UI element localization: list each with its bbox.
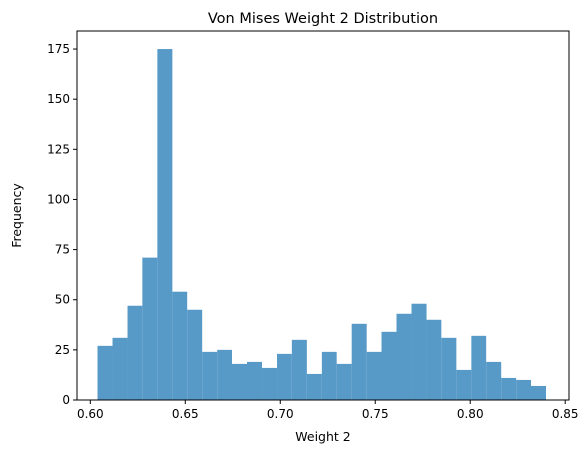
histogram-bar [381,331,397,400]
x-axis-label: Weight 2 [295,429,350,444]
histogram-bar [441,337,457,400]
chart-title: Von Mises Weight 2 Distribution [208,11,438,27]
y-axis-label: Frequency [9,183,24,248]
histogram-bar [306,373,322,400]
histogram-bar [426,319,442,400]
histogram-bars [97,49,547,400]
y-tick-label: 0 [62,393,70,407]
histogram-bar [217,349,233,400]
histogram-bar [112,337,128,400]
plot-frame [76,30,570,401]
histogram-bar [456,369,472,400]
y-tick-label: 150 [47,92,70,106]
histogram-bar [471,335,487,400]
x-tick-label: 0.80 [457,407,484,421]
histogram-bar [531,385,547,400]
histogram-bar [396,313,412,400]
y-tick-label: 175 [47,42,70,56]
histogram-bar [187,309,203,400]
histogram-bar [321,351,337,400]
histogram-bar [97,345,113,400]
histogram-bar [336,363,352,400]
y-tick-label: 25 [55,343,70,357]
histogram-bar [351,323,367,400]
histogram-bar [142,257,158,400]
histogram-bar [232,363,248,400]
y-axis-ticks: 0 25 50 75 100 125 150 175 [47,42,77,407]
histogram-bar [501,377,517,400]
histogram-bar [277,353,292,400]
x-axis-ticks: 0.60 0.65 0.70 0.75 0.80 0.85 [77,400,579,421]
histogram-bar [411,303,427,400]
y-tick-label: 125 [47,142,70,156]
histogram-bar [247,361,263,400]
histogram-bar [127,305,143,400]
x-tick-label: 0.65 [172,407,199,421]
histogram-bar [516,379,532,400]
x-tick-label: 0.85 [552,407,579,421]
y-tick-label: 75 [55,243,70,257]
histogram-bar [366,351,382,400]
histogram-bar [172,291,188,400]
histogram-bar [202,351,218,400]
histogram-bar [157,49,173,400]
x-tick-label: 0.75 [362,407,389,421]
x-tick-label: 0.70 [267,407,294,421]
histogram-bar [486,361,502,400]
histogram-bar [291,339,307,400]
y-tick-label: 50 [55,293,70,307]
histogram-bar [262,367,278,400]
y-tick-label: 100 [47,192,70,206]
x-tick-label: 0.60 [77,407,104,421]
